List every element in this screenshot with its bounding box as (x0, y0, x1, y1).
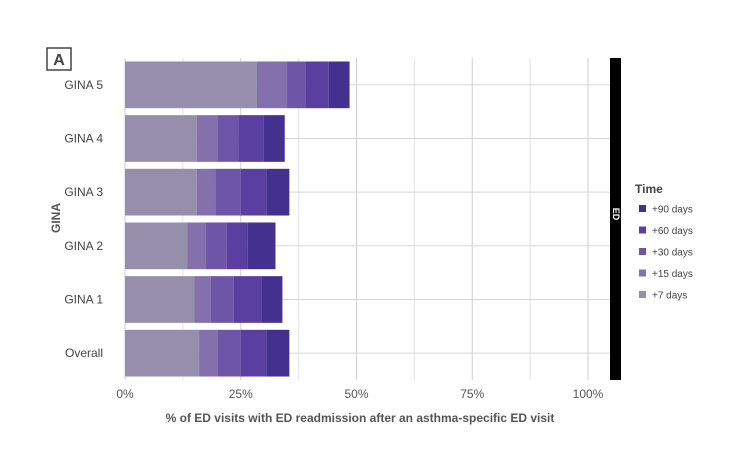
bar-overall-7-days (125, 329, 200, 377)
bar-overall-90-days (266, 329, 290, 377)
bar-gina-5-30-days (287, 61, 306, 109)
bar-overall-30-days (217, 329, 241, 377)
bar-gina-4-7-days (125, 115, 197, 162)
bar-gina-3-90-days (266, 168, 290, 216)
y-tick-label: GINA 2 (64, 239, 103, 253)
x-tick-label: 75% (460, 387, 484, 401)
legend-swatch (639, 291, 646, 298)
legend-swatch (639, 226, 646, 234)
bar-gina-1-90-days (261, 276, 283, 323)
bar-gina-3-15-days (196, 168, 216, 216)
x-tick-label: 25% (229, 387, 253, 401)
legend-title: Time (635, 182, 663, 196)
legend-label: +15 days (652, 269, 693, 280)
bar-gina-4-15-days (196, 115, 218, 162)
bar-gina-2-90-days (247, 222, 276, 270)
bar-gina-2-60-days (226, 222, 248, 270)
legend-label: +90 days (652, 205, 693, 216)
y-tick-label: GINA 5 (64, 78, 103, 92)
panel-label-box (46, 47, 72, 71)
x-tick-label: 50% (344, 387, 368, 401)
bar-gina-4-30-days (217, 115, 239, 162)
legend-label: +7 days (652, 291, 687, 302)
bar-gina-3-30-days (215, 168, 241, 216)
bar-gina-1-60-days (233, 276, 262, 323)
legend: Time +90 days +60 days +30 days +15 days +7 … (635, 182, 693, 302)
legend-label: +30 days (652, 248, 693, 259)
grid-lines (124, 58, 610, 380)
y-axis-title: GINA (49, 203, 63, 233)
bar-gina-1-30-days (210, 276, 234, 323)
bar-gina-2-7-days (125, 222, 188, 270)
bar-gina-1-15-days (194, 276, 211, 323)
panel-label: A (53, 52, 65, 69)
legend-swatch (639, 269, 646, 277)
facet-strip-label: ED (611, 208, 621, 221)
x-tick-label: 100% (573, 387, 604, 401)
bar-gina-3-7-days (125, 168, 197, 216)
legend-label: +60 days (652, 226, 693, 237)
bar-gina-5-15-days (256, 61, 288, 109)
bar-gina-2-30-days (206, 222, 227, 270)
bar-gina-2-15-days (187, 222, 207, 270)
y-axis-ticks: GINA 5 GINA 4 GINA 3 GINA 2 GINA 1 Overall (64, 78, 103, 360)
bar-gina-4-60-days (238, 115, 264, 162)
bar-gina-1-7-days (125, 276, 195, 323)
bars (125, 61, 350, 377)
bar-overall-60-days (240, 329, 267, 377)
bar-gina-5-7-days (125, 61, 257, 109)
bar-gina-5-60-days (305, 61, 329, 109)
bar-gina-4-90-days (263, 115, 285, 162)
x-axis-title: % of ED visits with ED readmission after… (166, 411, 555, 425)
facet-strip (610, 58, 621, 380)
y-tick-label: GINA 3 (64, 185, 103, 199)
bar-gina-5-90-days (328, 61, 350, 109)
y-tick-label: GINA 4 (64, 132, 103, 146)
x-axis-ticks: 0% 25% 50% 75% 100% (116, 387, 603, 401)
y-tick-label: Overall (65, 346, 103, 360)
x-tick-label: 0% (116, 387, 134, 401)
bar-overall-15-days (199, 329, 218, 377)
legend-swatch (639, 248, 646, 255)
y-tick-label: GINA 1 (64, 293, 103, 307)
bar-gina-3-60-days (240, 168, 267, 216)
legend-swatch (639, 205, 646, 212)
